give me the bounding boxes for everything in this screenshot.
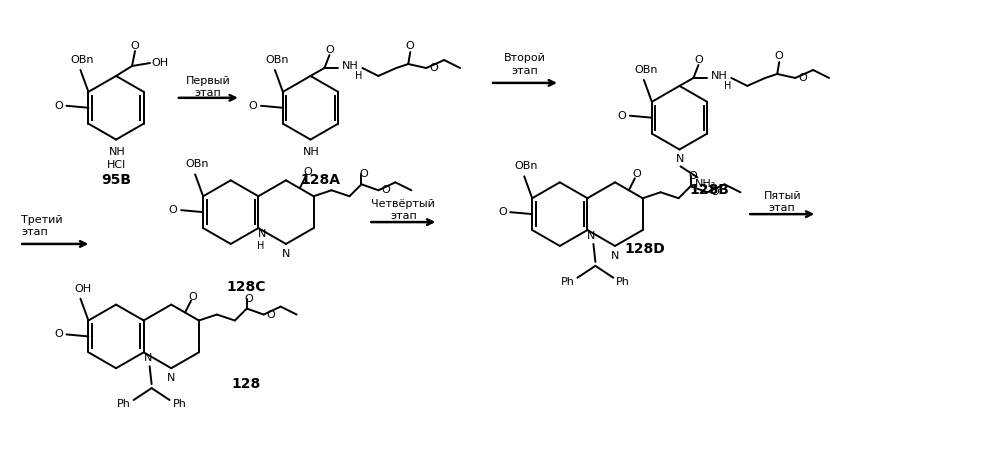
Text: O: O xyxy=(54,101,63,111)
Text: HCl: HCl xyxy=(107,160,126,170)
Text: NH: NH xyxy=(711,71,727,81)
Text: OH: OH xyxy=(152,58,169,68)
Text: OBn: OBn xyxy=(265,55,289,65)
Text: O: O xyxy=(169,205,178,215)
Text: 95B: 95B xyxy=(101,173,131,187)
Text: O: O xyxy=(325,45,334,55)
Text: Ph: Ph xyxy=(616,277,630,287)
Text: 128: 128 xyxy=(231,377,261,391)
Text: OBn: OBn xyxy=(514,161,538,171)
Text: O: O xyxy=(249,101,258,111)
Text: Ph: Ph xyxy=(560,277,574,287)
Text: 128A: 128A xyxy=(301,173,341,187)
Text: O: O xyxy=(267,310,275,320)
Text: O: O xyxy=(54,329,63,339)
Text: Четвёртый: Четвёртый xyxy=(372,199,436,209)
Text: O: O xyxy=(304,168,312,177)
Text: этап: этап xyxy=(511,66,538,76)
Text: N: N xyxy=(258,229,267,239)
Text: OBn: OBn xyxy=(186,160,209,169)
Text: O: O xyxy=(498,207,506,217)
Text: Ph: Ph xyxy=(117,399,131,409)
Text: H: H xyxy=(723,81,731,91)
Text: N: N xyxy=(587,231,595,241)
Text: O: O xyxy=(694,55,703,65)
Text: этап: этап xyxy=(21,227,48,237)
Text: Пятый: Пятый xyxy=(763,191,801,201)
Text: O: O xyxy=(131,41,140,51)
Text: O: O xyxy=(799,73,807,83)
Text: Первый: Первый xyxy=(186,76,230,86)
Text: O: O xyxy=(406,41,415,51)
Text: O: O xyxy=(688,171,697,181)
Text: O: O xyxy=(710,187,719,197)
Text: этап: этап xyxy=(390,211,417,221)
Text: 128B: 128B xyxy=(689,183,729,197)
Text: N: N xyxy=(610,251,619,261)
Text: OBn: OBn xyxy=(634,65,657,75)
Text: N: N xyxy=(676,154,684,164)
Text: NH: NH xyxy=(109,146,126,157)
Text: O: O xyxy=(359,169,368,179)
Text: NH: NH xyxy=(342,61,359,71)
Text: 128D: 128D xyxy=(624,242,665,256)
Text: O: O xyxy=(189,292,198,302)
Text: N: N xyxy=(282,249,290,259)
Text: этап: этап xyxy=(769,203,795,213)
Text: NH₂: NH₂ xyxy=(694,179,716,189)
Text: N: N xyxy=(167,373,176,383)
Text: H: H xyxy=(355,71,362,81)
Text: Ph: Ph xyxy=(173,399,187,409)
Text: этап: этап xyxy=(195,88,221,98)
Text: O: O xyxy=(430,63,439,73)
Text: OBn: OBn xyxy=(71,55,94,65)
Text: O: O xyxy=(617,111,626,121)
Text: Третий: Третий xyxy=(21,215,63,225)
Text: 128C: 128C xyxy=(226,280,266,294)
Text: OH: OH xyxy=(74,284,91,294)
Text: H: H xyxy=(257,241,264,251)
Text: O: O xyxy=(632,169,641,179)
Text: O: O xyxy=(245,294,253,303)
Text: NH: NH xyxy=(303,146,320,157)
Text: Второй: Второй xyxy=(503,53,545,63)
Text: O: O xyxy=(381,185,390,195)
Text: N: N xyxy=(144,353,152,363)
Text: O: O xyxy=(775,51,783,61)
